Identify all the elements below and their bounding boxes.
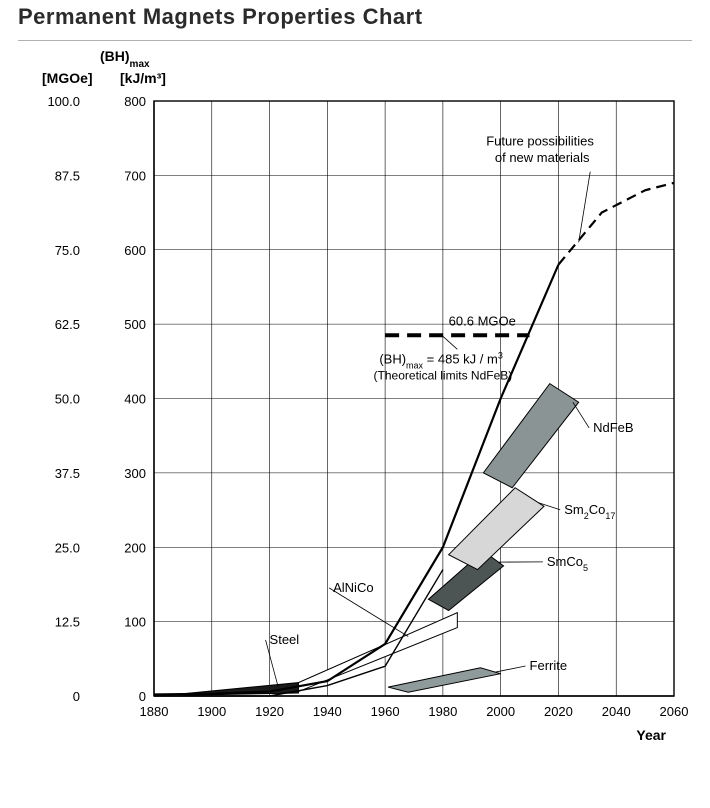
properties-chart: 1880190019201940196019802000202020402060…: [18, 41, 692, 781]
svg-text:62.5: 62.5: [55, 317, 80, 332]
svg-text:2000: 2000: [486, 704, 515, 719]
svg-text:1880: 1880: [140, 704, 169, 719]
svg-text:300: 300: [124, 466, 146, 481]
svg-text:25.0: 25.0: [55, 540, 80, 555]
svg-text:2020: 2020: [544, 704, 573, 719]
svg-text:100: 100: [124, 615, 146, 630]
svg-text:0: 0: [139, 689, 146, 704]
svg-text:Year: Year: [636, 727, 666, 743]
svg-text:[kJ/m³]: [kJ/m³]: [120, 70, 166, 86]
svg-text:100.0: 100.0: [47, 94, 80, 109]
svg-text:75.0: 75.0: [55, 243, 80, 258]
svg-text:1920: 1920: [255, 704, 284, 719]
svg-text:400: 400: [124, 392, 146, 407]
svg-text:12.5: 12.5: [55, 615, 80, 630]
svg-text:500: 500: [124, 317, 146, 332]
svg-text:600: 600: [124, 243, 146, 258]
page-title: Permanent Magnets Properties Chart: [0, 0, 710, 40]
svg-text:800: 800: [124, 94, 146, 109]
chart-svg: 1880190019201940196019802000202020402060…: [18, 41, 692, 781]
svg-text:700: 700: [124, 168, 146, 183]
svg-text:AlNiCo: AlNiCo: [333, 580, 373, 595]
svg-text:1980: 1980: [428, 704, 457, 719]
svg-text:(Theoretical limits NdFeB): (Theoretical limits NdFeB): [374, 368, 513, 382]
svg-text:1900: 1900: [197, 704, 226, 719]
svg-text:200: 200: [124, 540, 146, 555]
svg-text:0: 0: [73, 689, 80, 704]
svg-text:50.0: 50.0: [55, 392, 80, 407]
svg-text:Ferrite: Ferrite: [530, 658, 568, 673]
svg-text:Steel: Steel: [270, 632, 300, 647]
svg-text:87.5: 87.5: [55, 168, 80, 183]
svg-text:37.5: 37.5: [55, 466, 80, 481]
svg-text:2040: 2040: [602, 704, 631, 719]
svg-text:1940: 1940: [313, 704, 342, 719]
svg-text:Future possibilities: Future possibilities: [486, 134, 594, 149]
svg-text:2060: 2060: [660, 704, 689, 719]
svg-text:[MGOe]: [MGOe]: [42, 70, 93, 86]
svg-text:(BH)max: (BH)max: [100, 48, 150, 70]
svg-text:60.6 MGOe: 60.6 MGOe: [449, 313, 516, 328]
svg-text:NdFeB: NdFeB: [593, 420, 633, 435]
svg-text:1960: 1960: [371, 704, 400, 719]
svg-text:of new materials: of new materials: [495, 150, 590, 165]
